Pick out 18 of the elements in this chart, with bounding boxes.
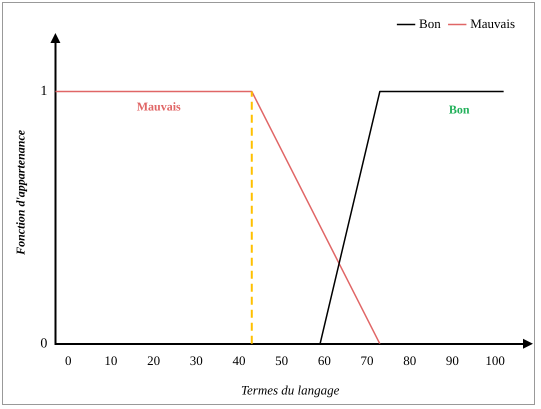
y-axis-title: Fonction d'appartenance [13, 129, 28, 256]
annotation: Bon [448, 102, 470, 117]
x-tick-label: 50 [275, 353, 288, 368]
x-tick-label: 60 [318, 353, 331, 368]
x-tick-label: 80 [403, 353, 416, 368]
x-tick-label: 70 [360, 353, 374, 368]
x-tick-label: 100 [485, 353, 505, 368]
y-tick-label: 1 [40, 84, 48, 100]
legend-label: Bon [419, 16, 442, 31]
x-tick-label: 20 [147, 353, 160, 368]
x-axis-title: Termes du langage [240, 382, 340, 398]
x-tick-label: 40 [232, 353, 246, 368]
annotation: Mauvais [136, 100, 182, 114]
x-tick-label: 30 [190, 353, 203, 368]
legend-label: Mauvais [470, 16, 516, 31]
x-tick-label: 10 [104, 353, 118, 368]
x-tick-label: 90 [446, 353, 459, 368]
x-tick-label: 0 [64, 353, 72, 368]
